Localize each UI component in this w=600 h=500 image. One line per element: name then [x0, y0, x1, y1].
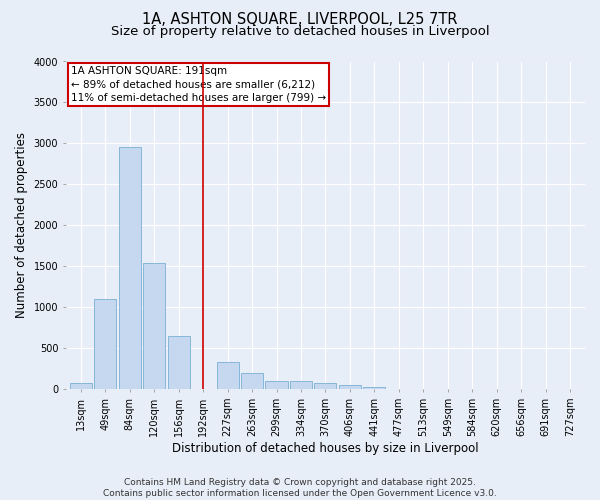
Bar [241, 373, 263, 390]
Y-axis label: Number of detached properties: Number of detached properties [15, 132, 28, 318]
Bar [314, 382, 337, 390]
Bar [339, 385, 361, 390]
Bar [70, 383, 92, 390]
Text: 1A, ASHTON SQUARE, LIVERPOOL, L25 7TR: 1A, ASHTON SQUARE, LIVERPOOL, L25 7TR [142, 12, 458, 28]
Text: 1A ASHTON SQUARE: 191sqm
← 89% of detached houses are smaller (6,212)
11% of sem: 1A ASHTON SQUARE: 191sqm ← 89% of detach… [71, 66, 326, 103]
Bar [167, 336, 190, 390]
Text: Size of property relative to detached houses in Liverpool: Size of property relative to detached ho… [110, 25, 490, 38]
Bar [94, 299, 116, 390]
Text: Contains HM Land Registry data © Crown copyright and database right 2025.
Contai: Contains HM Land Registry data © Crown c… [103, 478, 497, 498]
X-axis label: Distribution of detached houses by size in Liverpool: Distribution of detached houses by size … [172, 442, 479, 455]
Bar [290, 381, 312, 390]
Bar [143, 263, 165, 390]
Bar [364, 387, 385, 390]
Bar [119, 146, 140, 390]
Bar [217, 362, 239, 390]
Bar [265, 381, 287, 390]
